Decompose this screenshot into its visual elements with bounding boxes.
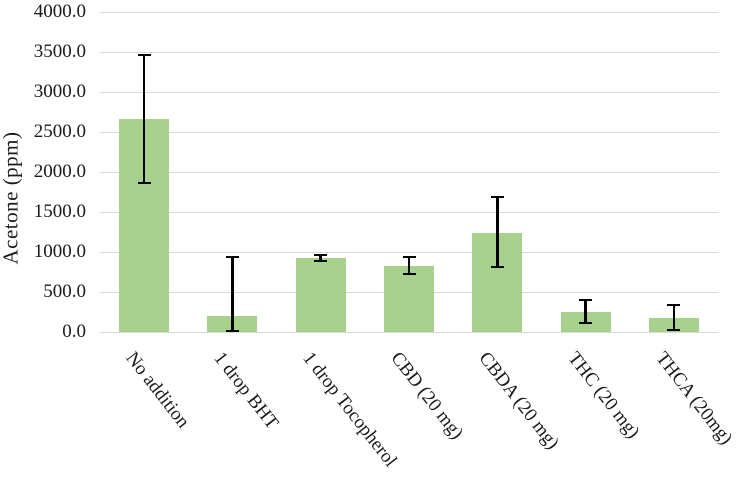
gridline <box>100 11 718 13</box>
y-tick-label: 1000.0 <box>33 241 86 262</box>
y-tick-label: 4000.0 <box>33 1 86 22</box>
error-bar-line <box>407 256 411 274</box>
y-tick-label: 2500.0 <box>33 121 86 142</box>
x-category-label: CBDA (20 mg) <box>474 348 564 454</box>
x-category-label: CBD (20 mg) <box>386 348 468 444</box>
y-tick-label: 3000.0 <box>33 81 86 102</box>
gridline <box>100 211 718 213</box>
bar <box>384 266 434 332</box>
error-bar-cap <box>225 255 239 259</box>
error-bar-line <box>672 305 676 330</box>
y-tick-label: 2000.0 <box>33 161 86 182</box>
error-bar-cap <box>314 259 328 263</box>
error-bar-cap <box>225 329 239 333</box>
error-bar-cap <box>314 253 328 257</box>
x-axis-line <box>100 331 718 333</box>
bar <box>295 258 346 332</box>
gridline <box>100 171 718 173</box>
y-tick-label: 1500.0 <box>33 201 86 222</box>
y-tick-label: 3500.0 <box>33 41 86 62</box>
gridline <box>100 251 718 253</box>
error-bar-cap <box>579 298 593 302</box>
error-bar-line <box>584 300 587 324</box>
error-bar-cap <box>137 53 151 57</box>
error-bar-cap <box>579 321 593 325</box>
error-bar-line <box>319 255 322 261</box>
x-category-label: THCA (20mg) <box>651 348 737 449</box>
error-bar-cap <box>667 328 681 332</box>
error-bar-line <box>495 196 499 267</box>
x-category-label: 1 drop BHT <box>209 348 283 434</box>
gridline <box>100 131 718 133</box>
gridline <box>100 91 718 93</box>
x-category-label: 1 drop Tocopherol <box>298 348 401 472</box>
error-bar-cap <box>667 303 681 307</box>
error-bar-cap <box>490 265 504 269</box>
x-category-label: No addition <box>121 348 194 433</box>
error-bar-cap <box>490 195 504 199</box>
x-category-label: THC (20 mg) <box>563 348 644 443</box>
gridline <box>100 51 718 53</box>
error-bar-line <box>142 55 146 184</box>
y-tick-label: 0.0 <box>62 321 86 342</box>
error-bar-cap <box>137 181 151 185</box>
error-bar-line <box>231 256 234 332</box>
error-bar-cap <box>402 272 416 276</box>
error-bar-cap <box>402 255 416 259</box>
y-tick-label: 500.0 <box>43 281 86 302</box>
